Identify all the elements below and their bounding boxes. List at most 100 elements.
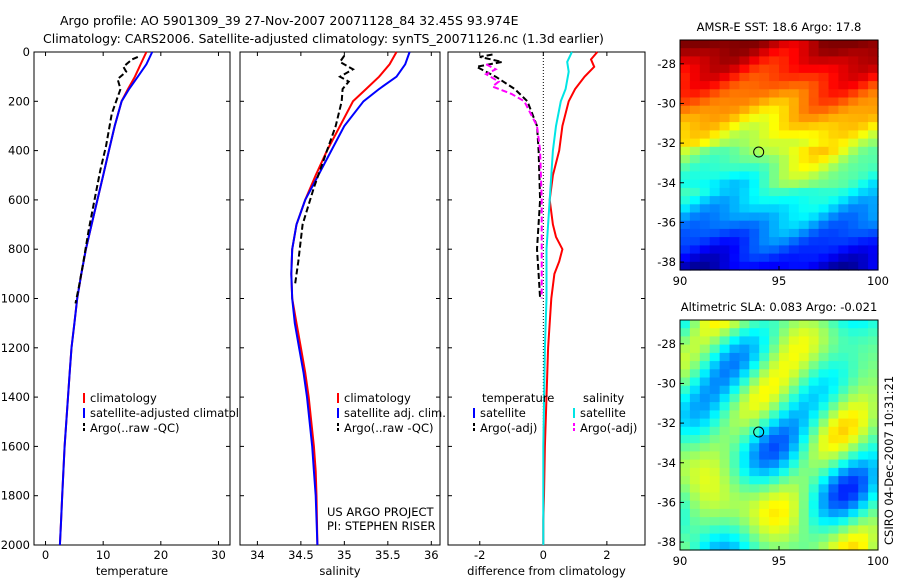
map-cell [868,89,879,99]
map-cell [838,196,849,205]
map-cell [729,328,740,337]
map-cell [719,113,731,123]
map-cell [680,122,691,131]
map-cell [769,377,780,387]
map-cell [848,500,859,510]
map-cell [798,204,810,214]
map-cell [709,410,721,420]
map-cell [689,418,701,428]
map-cell [858,171,869,181]
map-cell [828,155,839,164]
map-cell [868,517,879,526]
map-cell [828,385,839,395]
map-cell [689,541,701,551]
map-cell [739,237,750,246]
map-cell [848,220,859,230]
title-line-2: Climatology: CARS2006. Satellite-adjuste… [43,31,604,46]
map-cell [868,426,879,436]
map-cell [680,228,691,238]
map-cell [838,508,849,518]
map-cell [848,81,859,90]
map-cell [729,377,740,387]
map-cell [808,72,820,82]
map-cell [739,426,750,436]
map-cell [769,56,780,66]
x-tick-label: 100 [867,274,889,288]
map-cell [689,72,701,82]
map-cell [719,402,731,411]
map-cell [680,361,691,370]
map-cell [818,56,830,66]
map-cell [838,204,849,214]
map-cell [729,64,740,74]
map-cell [739,245,750,255]
map-cell [848,361,859,370]
map-cell [798,377,810,387]
map-cell [749,476,760,485]
salinity-panel: 34 34.5 35 35.5 36 salinity climatologysatelli… [239,51,446,578]
map-cell [868,138,879,148]
map-cell [808,155,820,164]
map-cell [680,97,691,107]
map-cell [739,40,750,49]
map-cell [739,533,750,543]
map-cell [759,155,770,164]
map-cell [699,171,711,181]
map-cell [680,245,691,255]
map-cell [858,459,869,469]
map-cell [838,245,849,255]
map-cell [689,179,701,189]
map-cell [838,261,849,271]
map-cell [868,97,879,107]
map-cell [779,261,790,271]
map-cell [868,40,879,49]
map-cell [680,146,691,156]
map-cell [709,130,721,140]
map-cell [838,320,849,329]
map-cell [709,525,721,535]
map-cell [749,237,760,246]
map-cell [779,196,790,205]
map-cell [848,122,859,131]
map-cell [868,113,879,123]
map-cell [709,204,721,214]
map-cell [719,48,731,57]
map-cell [788,261,800,271]
map-cell [769,122,780,131]
map-cell [808,220,820,230]
y-tick-label: -38 [657,255,676,269]
map-cell [779,138,790,148]
map-cell [689,171,701,181]
map-cell [699,492,711,502]
map-cell [818,467,830,477]
map-cell [858,410,869,420]
map-cell [699,179,711,189]
map-cell [848,393,859,403]
map-cell [739,385,750,395]
map-cell [729,361,740,370]
map-cell [848,138,859,148]
map-cell [838,377,849,387]
map-cell [779,212,790,222]
map-cell [868,352,879,362]
series-line [542,51,573,545]
map-cell [749,253,760,263]
map-cell [759,245,770,255]
map-cell [769,459,780,469]
map-cell [788,89,800,99]
map-cell [699,385,711,395]
map-cell [808,138,820,148]
map-cell [798,187,810,197]
map-cell [749,171,760,181]
map-cell [759,344,770,354]
map-cell [788,220,800,230]
map-cell [749,459,760,469]
x-tick-label: 10 [96,548,111,562]
map-cell [699,253,711,263]
map-cell [808,344,820,354]
map-cell [709,361,721,370]
map-cell [858,138,869,148]
legend-label: salinity [583,391,624,405]
map-cell [689,81,701,90]
map-cell [868,146,879,156]
